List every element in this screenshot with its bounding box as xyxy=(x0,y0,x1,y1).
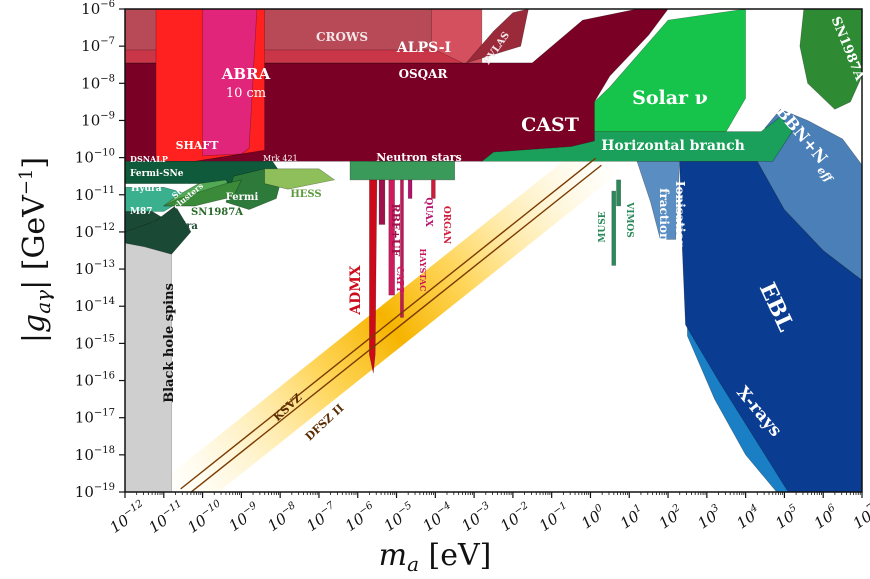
plot-frame xyxy=(124,8,863,493)
ksvz-line xyxy=(180,157,597,490)
x-tick-label: 101 xyxy=(616,502,648,532)
x-tick-label: 10−3 xyxy=(458,500,497,535)
label-crows: CROWS xyxy=(316,30,368,44)
y-tick-label: 10−13 xyxy=(75,259,115,278)
label-organ: ORGAN xyxy=(441,206,451,244)
region-sn1987a xyxy=(163,179,242,207)
label-mrk421: Mrk 421 xyxy=(263,154,298,163)
y-tick-label: 10−11 xyxy=(75,185,115,204)
y-tick-label: 10−17 xyxy=(75,408,115,427)
x-tick-label: 10−6 xyxy=(341,500,380,535)
label-horizontal-branch: Horizontal branch xyxy=(601,138,745,154)
x-tick-label: 10−5 xyxy=(380,500,419,535)
x-tick-label: 102 xyxy=(655,502,687,532)
label-neutron-stars: Neutron stars xyxy=(376,151,461,164)
x-axis-title: ma [eV] xyxy=(379,538,492,576)
label-quax: QUAX xyxy=(423,197,433,226)
x-axis-ticks: 10−1210−1110−1010−910−810−710−610−510−41… xyxy=(106,492,870,537)
region-neutron-stars xyxy=(349,161,456,181)
y-tick-label: 10−6 xyxy=(81,0,115,18)
y-tick-label: 10−8 xyxy=(81,73,115,92)
x-tick-label: 10−12 xyxy=(106,498,150,537)
x-tick-label: 10−4 xyxy=(419,500,458,535)
y-tick-label: 10−14 xyxy=(75,296,115,315)
axion-model-lines xyxy=(180,157,602,492)
label-black-hole: Black hole spins xyxy=(162,283,177,403)
y-tick-label: 10−10 xyxy=(75,148,115,167)
label-abra-size: 10 cm xyxy=(226,86,266,101)
label-hess: HESS xyxy=(290,189,321,200)
region-black-hole-spins xyxy=(125,242,172,492)
label-ionisation: Ionisation xyxy=(673,181,687,250)
region-hess xyxy=(264,168,336,190)
x-tick-label: 100 xyxy=(577,502,609,533)
region-abra-10-cm xyxy=(202,9,258,157)
y-tick-label: 10−9 xyxy=(81,110,115,129)
x-tick-label: 107 xyxy=(849,502,870,533)
region-bbn-n-eff xyxy=(756,108,862,281)
region-vimos xyxy=(616,179,622,207)
axion-model-band xyxy=(153,131,628,492)
x-tick-label: 10−11 xyxy=(145,498,189,537)
label-capp: CAPP xyxy=(394,266,404,294)
label-dsnalp: DSNALP xyxy=(130,154,168,164)
x-tick-label: 103 xyxy=(694,502,726,532)
y-axis-ticks: 10−6 10−7 10−8 10−9 10−10 10−11 10−12 10−13 10−1… xyxy=(75,0,125,501)
label-shaft: SHAFT xyxy=(176,139,220,152)
dfsz-line xyxy=(190,164,602,492)
label-vimos: VIMOS xyxy=(624,201,634,238)
region-pvlas xyxy=(465,9,529,64)
label-sn1987a-low: SN1987A xyxy=(191,207,243,218)
label-abra: ABRA xyxy=(221,65,271,83)
label-osqar: OSQAR xyxy=(399,67,449,81)
label-cast: CAST xyxy=(521,114,579,136)
label-fermi-sne: Fermi-SNe xyxy=(130,169,184,179)
label-alps: ALPS-I xyxy=(396,40,451,56)
x-tick-label: 10−2 xyxy=(496,500,535,535)
y-tick-label: 10−7 xyxy=(81,36,115,55)
x-tick-label: 106 xyxy=(810,502,842,533)
region-alps-i xyxy=(431,9,483,64)
y-tick-label: 10−16 xyxy=(75,371,115,390)
region-muse xyxy=(611,190,617,266)
label-solar: Solar ν xyxy=(632,87,708,109)
label-muse: MUSE xyxy=(598,211,608,242)
exclusion-regions xyxy=(125,9,862,492)
label-haystac: HAYSTAC xyxy=(418,249,428,292)
x-tick-label: 10−9 xyxy=(225,500,264,535)
axion-band-fill xyxy=(153,131,628,492)
y-tick-label: 10−15 xyxy=(75,333,115,352)
y-axis-title: |gaγ| [GeV−1] xyxy=(16,157,55,343)
label-hydra: Hydra xyxy=(131,184,162,194)
region-sn1987a-high xyxy=(799,9,862,110)
label-m87: M87 xyxy=(130,207,153,217)
y-tick-label: 10−12 xyxy=(75,222,115,241)
x-tick-label: 105 xyxy=(771,502,803,532)
label-fermi: Fermi xyxy=(226,192,259,203)
region-solar xyxy=(594,9,746,132)
label-chandra: Chandra xyxy=(150,221,198,232)
y-tick-label: 10−18 xyxy=(75,445,115,464)
x-tick-label: 104 xyxy=(733,502,765,532)
label-rbf: RBF+UF xyxy=(389,204,402,257)
label-admx: ADMX xyxy=(348,265,364,316)
x-tick-label: 10−7 xyxy=(302,500,341,535)
x-tick-label: 10−8 xyxy=(264,500,303,535)
y-tick-label: 10−19 xyxy=(75,482,115,501)
x-tick-label: 10−10 xyxy=(184,498,228,537)
label-fraction: fraction xyxy=(657,188,671,242)
x-tick-label: 10−1 xyxy=(535,500,574,535)
